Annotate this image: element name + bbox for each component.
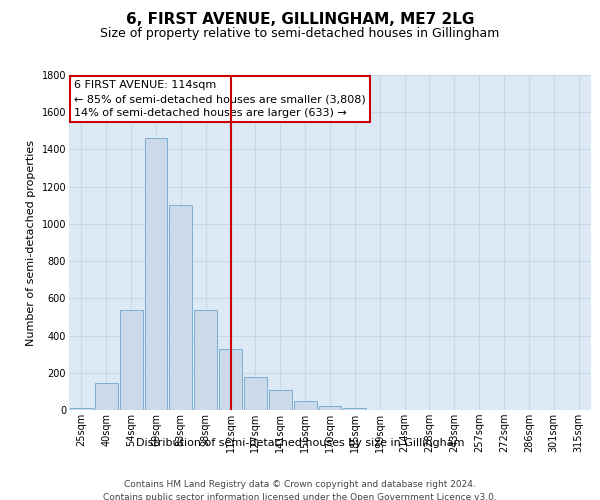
- Bar: [294, 400, 317, 410]
- Text: 6, FIRST AVENUE, GILLINGHAM, ME7 2LG: 6, FIRST AVENUE, GILLINGHAM, ME7 2LG: [126, 12, 474, 28]
- Bar: [219, 348, 242, 410]
- Bar: [194, 310, 217, 410]
- Bar: [169, 206, 192, 410]
- Text: Size of property relative to semi-detached houses in Gillingham: Size of property relative to semi-detach…: [100, 28, 500, 40]
- Bar: [70, 408, 93, 410]
- Bar: [319, 406, 341, 410]
- Bar: [343, 408, 366, 410]
- Bar: [269, 390, 292, 410]
- Bar: [95, 383, 118, 410]
- Text: Distribution of semi-detached houses by size in Gillingham: Distribution of semi-detached houses by …: [136, 438, 464, 448]
- Bar: [120, 310, 143, 410]
- Text: Contains public sector information licensed under the Open Government Licence v3: Contains public sector information licen…: [103, 492, 497, 500]
- Bar: [145, 138, 167, 410]
- Bar: [244, 376, 267, 410]
- Text: Contains HM Land Registry data © Crown copyright and database right 2024.: Contains HM Land Registry data © Crown c…: [124, 480, 476, 489]
- Y-axis label: Number of semi-detached properties: Number of semi-detached properties: [26, 140, 36, 346]
- Text: 6 FIRST AVENUE: 114sqm
← 85% of semi-detached houses are smaller (3,808)
14% of : 6 FIRST AVENUE: 114sqm ← 85% of semi-det…: [74, 80, 366, 118]
